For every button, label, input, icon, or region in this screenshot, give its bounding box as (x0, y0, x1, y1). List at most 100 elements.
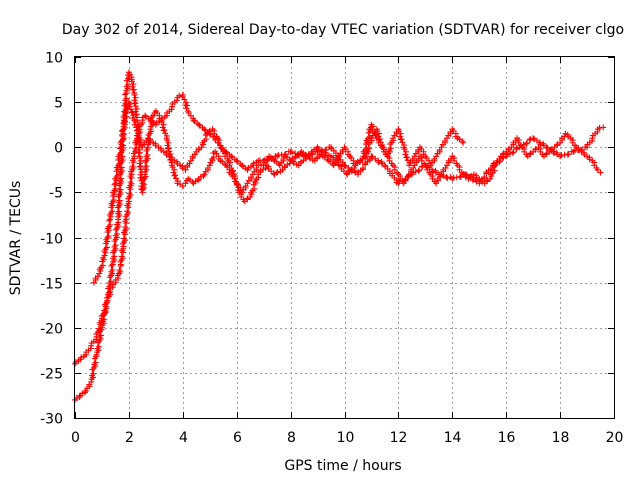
data-point (122, 109, 129, 116)
data-point (192, 178, 199, 185)
data-point (137, 137, 144, 144)
data-point (72, 358, 79, 365)
data-point (132, 145, 139, 152)
data-point (90, 370, 97, 377)
data-point (447, 155, 454, 162)
data-point (343, 170, 350, 177)
data-point (351, 165, 358, 172)
data-point (120, 136, 127, 143)
data-point (150, 112, 157, 119)
data-point (132, 94, 139, 101)
data-point (526, 136, 533, 143)
data-point (273, 169, 280, 176)
x-axis-label: GPS time / hours (284, 458, 401, 474)
data-point (363, 145, 370, 152)
data-point (186, 160, 193, 167)
data-point (496, 155, 503, 162)
data-point (198, 144, 205, 151)
data-point (110, 197, 117, 204)
data-point (92, 359, 99, 366)
data-point (117, 186, 124, 193)
data-point (116, 208, 123, 215)
series-2 (72, 91, 607, 367)
data-point (433, 153, 440, 160)
data-point (184, 102, 191, 109)
x-tick-label: 0 (71, 430, 80, 446)
data-point (487, 175, 494, 182)
data-point (288, 149, 295, 156)
data-point (314, 148, 321, 155)
y-tick-label: -20 (40, 322, 63, 338)
data-point (164, 137, 171, 144)
data-point (141, 181, 148, 188)
data-point (118, 253, 125, 260)
data-point (404, 174, 411, 181)
x-tick-label: 16 (498, 430, 516, 446)
data-point (512, 137, 519, 144)
data-point (418, 163, 425, 170)
data-point (129, 86, 136, 93)
data-point (111, 181, 118, 188)
data-point (206, 162, 213, 169)
data-point (123, 216, 130, 223)
data-point (387, 145, 394, 152)
chart-title: Day 302 of 2014, Sidereal Day-to-day VTE… (62, 22, 624, 38)
data-point (147, 117, 154, 124)
data-point (136, 155, 143, 162)
data-point (415, 167, 422, 174)
data-point (597, 169, 604, 176)
data-point (235, 184, 242, 191)
data-point (411, 153, 418, 160)
data-point (116, 197, 123, 204)
data-point (403, 148, 410, 155)
data-point (530, 135, 537, 142)
data-point (142, 112, 149, 119)
data-point (123, 95, 130, 102)
x-tick-label: 14 (444, 430, 462, 446)
x-tick-label: 10 (337, 430, 355, 446)
data-point (131, 153, 138, 160)
data-point (438, 144, 445, 151)
data-point (176, 92, 183, 99)
data-point (122, 224, 129, 231)
data-point (109, 208, 116, 215)
tick-layer (75, 57, 615, 419)
y-tick-label: 10 (45, 51, 63, 67)
data-point (570, 148, 577, 155)
data-point (600, 124, 607, 131)
data-point (390, 135, 397, 142)
data-point (131, 91, 138, 98)
data-point (276, 162, 283, 169)
data-point (106, 217, 113, 224)
data-point (368, 153, 375, 160)
data-point (359, 155, 366, 162)
data-point (245, 164, 252, 171)
data-point (232, 173, 239, 180)
data-point (513, 145, 520, 152)
data-point (130, 81, 137, 88)
data-point (132, 103, 139, 110)
data-point (292, 150, 299, 157)
data-point (191, 151, 198, 158)
data-point (107, 278, 114, 285)
data-point (99, 262, 106, 269)
data-point (201, 126, 208, 133)
x-tick-label: 4 (179, 430, 188, 446)
data-point (109, 266, 116, 273)
data-point (137, 157, 144, 164)
data-point (269, 155, 276, 162)
data-point (128, 171, 135, 178)
data-point (523, 139, 530, 146)
data-point (250, 160, 257, 167)
data-point (114, 172, 121, 179)
data-point (244, 180, 251, 187)
data-point (444, 175, 451, 182)
data-point (129, 163, 136, 170)
data-point (95, 325, 102, 332)
x-tick-label: 2 (125, 430, 134, 446)
data-point (410, 165, 417, 172)
data-point (372, 132, 379, 139)
data-point (437, 174, 444, 181)
data-point (153, 119, 160, 126)
